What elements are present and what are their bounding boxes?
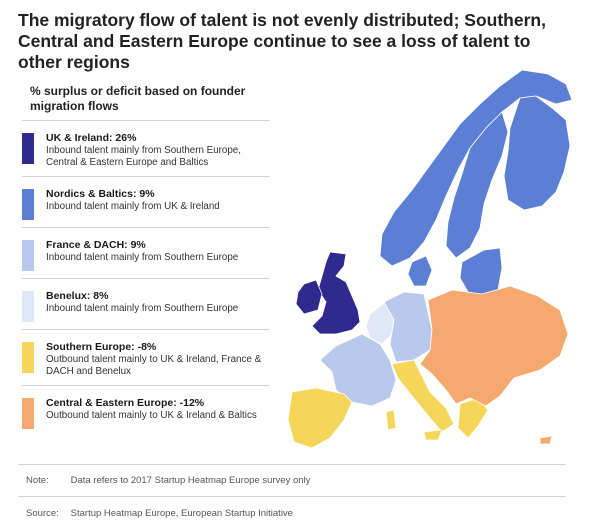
legend: UK & Ireland: 26% Inbound talent mainly …	[22, 120, 270, 441]
legend-item-southern-europe: Southern Europe: -8% Outbound talent mai…	[22, 329, 270, 385]
footer-divider	[18, 464, 566, 465]
region-iberia	[287, 387, 353, 449]
europe-map	[287, 69, 573, 449]
legend-swatch-uk-ireland	[22, 133, 34, 164]
source: Source: Startup Heatmap Europe, European…	[26, 508, 293, 519]
region-sardinia	[385, 409, 397, 431]
region-norway	[379, 69, 573, 267]
legend-label: Benelux: 8%	[46, 290, 109, 302]
legend-description: Inbound talent mainly from Southern Euro…	[46, 145, 241, 168]
legend-item-france-dach: France & DACH: 9% Inbound talent mainly …	[22, 227, 270, 278]
legend-label: Nordics & Baltics: 9%	[46, 188, 155, 200]
region-denmark	[407, 255, 433, 287]
legend-item-benelux: Benelux: 8% Inbound talent mainly from S…	[22, 278, 270, 329]
legend-description: Outbound talent mainly to UK & Ireland, …	[46, 354, 262, 377]
region-france	[319, 333, 397, 407]
region-sweden	[445, 111, 509, 259]
region-central-eastern	[419, 285, 569, 407]
legend-swatch-nordics-baltics	[22, 189, 34, 220]
region-italy	[391, 359, 455, 433]
legend-swatch-central-eastern-europe	[22, 398, 34, 429]
legend-label: UK & Ireland: 26%	[46, 132, 137, 144]
legend-subtitle: % surplus or deficit based on founder mi…	[30, 84, 246, 113]
note: Note: Data refers to 2017 Startup Heatma…	[26, 475, 310, 486]
region-ireland	[295, 279, 323, 315]
legend-description: Inbound talent mainly from Southern Euro…	[46, 303, 239, 314]
legend-swatch-france-dach	[22, 240, 34, 271]
footer-divider	[18, 496, 566, 497]
legend-description: Inbound talent mainly from UK & Ireland	[46, 201, 220, 212]
legend-swatch-southern-europe	[22, 342, 34, 373]
legend-item-uk-ireland: UK & Ireland: 26% Inbound talent mainly …	[22, 120, 270, 176]
note-text: Data refers to 2017 Startup Heatmap Euro…	[70, 475, 311, 486]
legend-swatch-benelux	[22, 291, 34, 322]
note-label: Note:	[26, 475, 49, 486]
chart-title: The migratory flow of talent is not even…	[18, 10, 546, 72]
legend-label: Central & Eastern Europe: -12%	[46, 397, 205, 409]
region-baltics	[459, 247, 503, 297]
legend-description: Outbound talent mainly to UK & Ireland &…	[46, 410, 257, 421]
legend-label: France & DACH: 9%	[46, 239, 146, 251]
legend-label: Southern Europe: -8%	[46, 341, 157, 353]
region-finland	[503, 95, 571, 211]
source-text: Startup Heatmap Europe, European Startup…	[70, 508, 293, 519]
region-cyprus	[539, 435, 553, 445]
region-sicily	[423, 429, 443, 441]
source-label: Source:	[26, 508, 59, 519]
legend-item-central-eastern-europe: Central & Eastern Europe: -12% Outbound …	[22, 385, 270, 441]
legend-item-nordics-baltics: Nordics & Baltics: 9% Inbound talent mai…	[22, 176, 270, 227]
legend-description: Inbound talent mainly from Southern Euro…	[46, 252, 239, 263]
